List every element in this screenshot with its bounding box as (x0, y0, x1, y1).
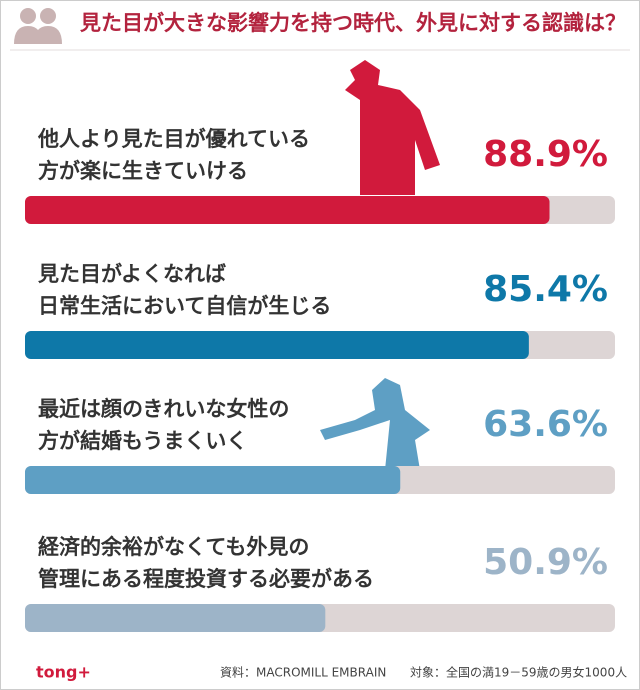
bar (25, 331, 529, 359)
value-label: 85.4% (483, 269, 608, 310)
value-label: 88.9% (483, 134, 608, 175)
logo: tong+ (36, 663, 91, 682)
woman-silhouette (320, 378, 430, 470)
category-label: 経済的余裕がなくても外見の (38, 535, 309, 559)
chart-title: 見た目が大きな影響力を持つ時代、外見に対する認識は？ (80, 11, 626, 35)
bar (25, 604, 326, 632)
category-label: 管理にある程度投資する必要がある (38, 567, 374, 591)
category-label: 日常生活において自信が生じる (38, 294, 331, 318)
bar (25, 466, 401, 494)
category-label: 最近は顔のきれいな女性の (38, 397, 289, 421)
category-label: 他人より見た目が優れている (37, 127, 310, 151)
category-label: 見た目がよくなれば (38, 262, 226, 286)
man-silhouette (345, 60, 440, 195)
note: 対象：全国の満19－59歳の男女1000人 (410, 665, 627, 680)
people-icon (14, 8, 62, 44)
category-label: 方が楽に生きていける (38, 159, 248, 183)
category-label: 方が結婚もうまくいく (38, 429, 247, 453)
value-label: 50.9% (483, 542, 608, 583)
value-label: 63.6% (483, 404, 608, 445)
source: 資料：MACROMILL EMBRAIN (220, 666, 386, 680)
bar (25, 196, 550, 224)
